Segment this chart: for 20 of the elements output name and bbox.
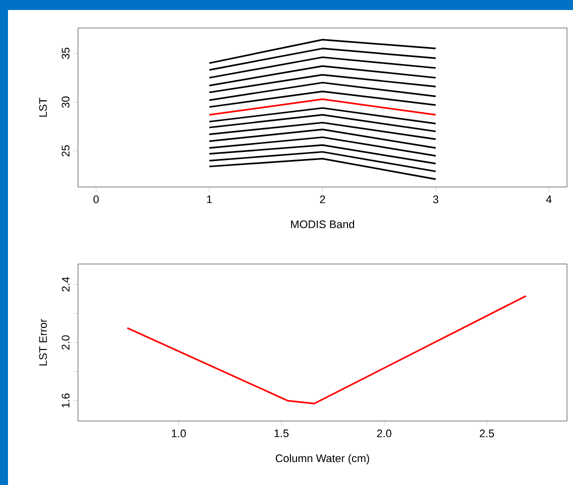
- y-tick-label: 1.6: [62, 394, 70, 408]
- x-tick-label: 4: [546, 196, 552, 204]
- x-tick-label: 0: [93, 196, 99, 204]
- x-tick-label: 1.0: [172, 430, 186, 438]
- y-tick-label: 2.0: [62, 335, 70, 350]
- x-tick-label: 1.5: [274, 430, 289, 438]
- y-axis-title: LST: [39, 98, 47, 117]
- y-tick-label: 30: [62, 96, 70, 108]
- y-tick-label: 35: [62, 48, 70, 60]
- x-tick-label: 3: [433, 196, 438, 204]
- y-tick-label: 2.4: [62, 277, 70, 292]
- x-tick-label: 2.5: [480, 430, 494, 438]
- x-axis-title: Column Water (cm): [276, 454, 370, 464]
- y-axis-title: LST Error: [39, 318, 47, 366]
- y-tick-label: 25: [62, 145, 70, 156]
- line-series: [126, 295, 527, 404]
- x-axis-title: MODIS Band: [291, 220, 354, 228]
- x-tick-label: 2.0: [377, 430, 392, 438]
- x-tick-label: 2: [320, 196, 326, 204]
- x-tick-label: 1: [207, 196, 212, 204]
